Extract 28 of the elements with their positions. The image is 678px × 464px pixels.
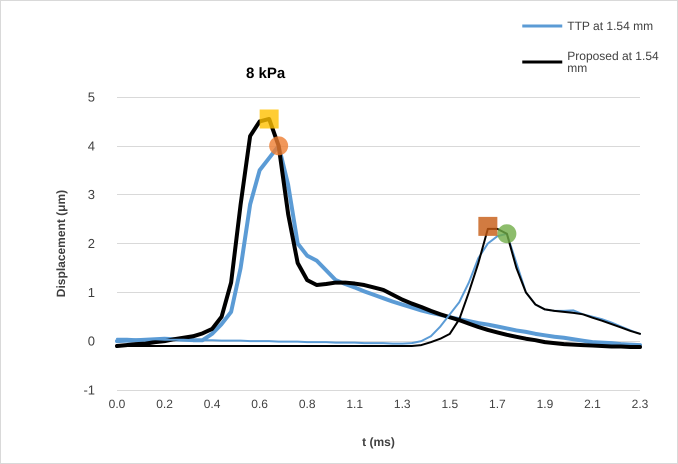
x-tick-label: 0.2 (156, 397, 174, 411)
point (478, 216, 498, 236)
y-tick-label: 5 (88, 90, 95, 104)
x-tick-label: 2.3 (632, 397, 649, 411)
point (260, 109, 279, 128)
y-tick-label: 4 (88, 138, 95, 154)
y-tick-label: 0 (88, 334, 95, 349)
x-tick-label: 1.9 (536, 397, 554, 411)
x-tick-label: 1.1 (346, 397, 364, 411)
x-tick-label: 2.1 (584, 397, 602, 411)
x-tick-label: 0.6 (251, 397, 268, 411)
x-tick-label: 0.8 (298, 397, 316, 411)
chart-title: 8 kPa (246, 65, 286, 82)
y-tick-label: 1 (88, 284, 95, 300)
y-tick-label: 2 (88, 236, 95, 251)
x-tick-label: 1.7 (489, 397, 506, 411)
x-axis-title: t (ms) (362, 435, 395, 449)
point (497, 224, 516, 244)
x-tick-label: 0.0 (108, 397, 126, 411)
y-tick-label: 3 (88, 187, 95, 202)
y-axis-title: Displacement (μm) (54, 190, 68, 298)
x-tick-label: 1.5 (441, 397, 458, 411)
legend-label: TTP at 1.54 mm (567, 19, 654, 33)
y-tick-label: -1 (83, 382, 95, 398)
x-tick-label: 1.3 (394, 397, 411, 411)
legend-label: Proposed at 1.54 mm (567, 49, 662, 75)
x-tick-label: 0.4 (204, 397, 221, 411)
point (269, 136, 288, 156)
